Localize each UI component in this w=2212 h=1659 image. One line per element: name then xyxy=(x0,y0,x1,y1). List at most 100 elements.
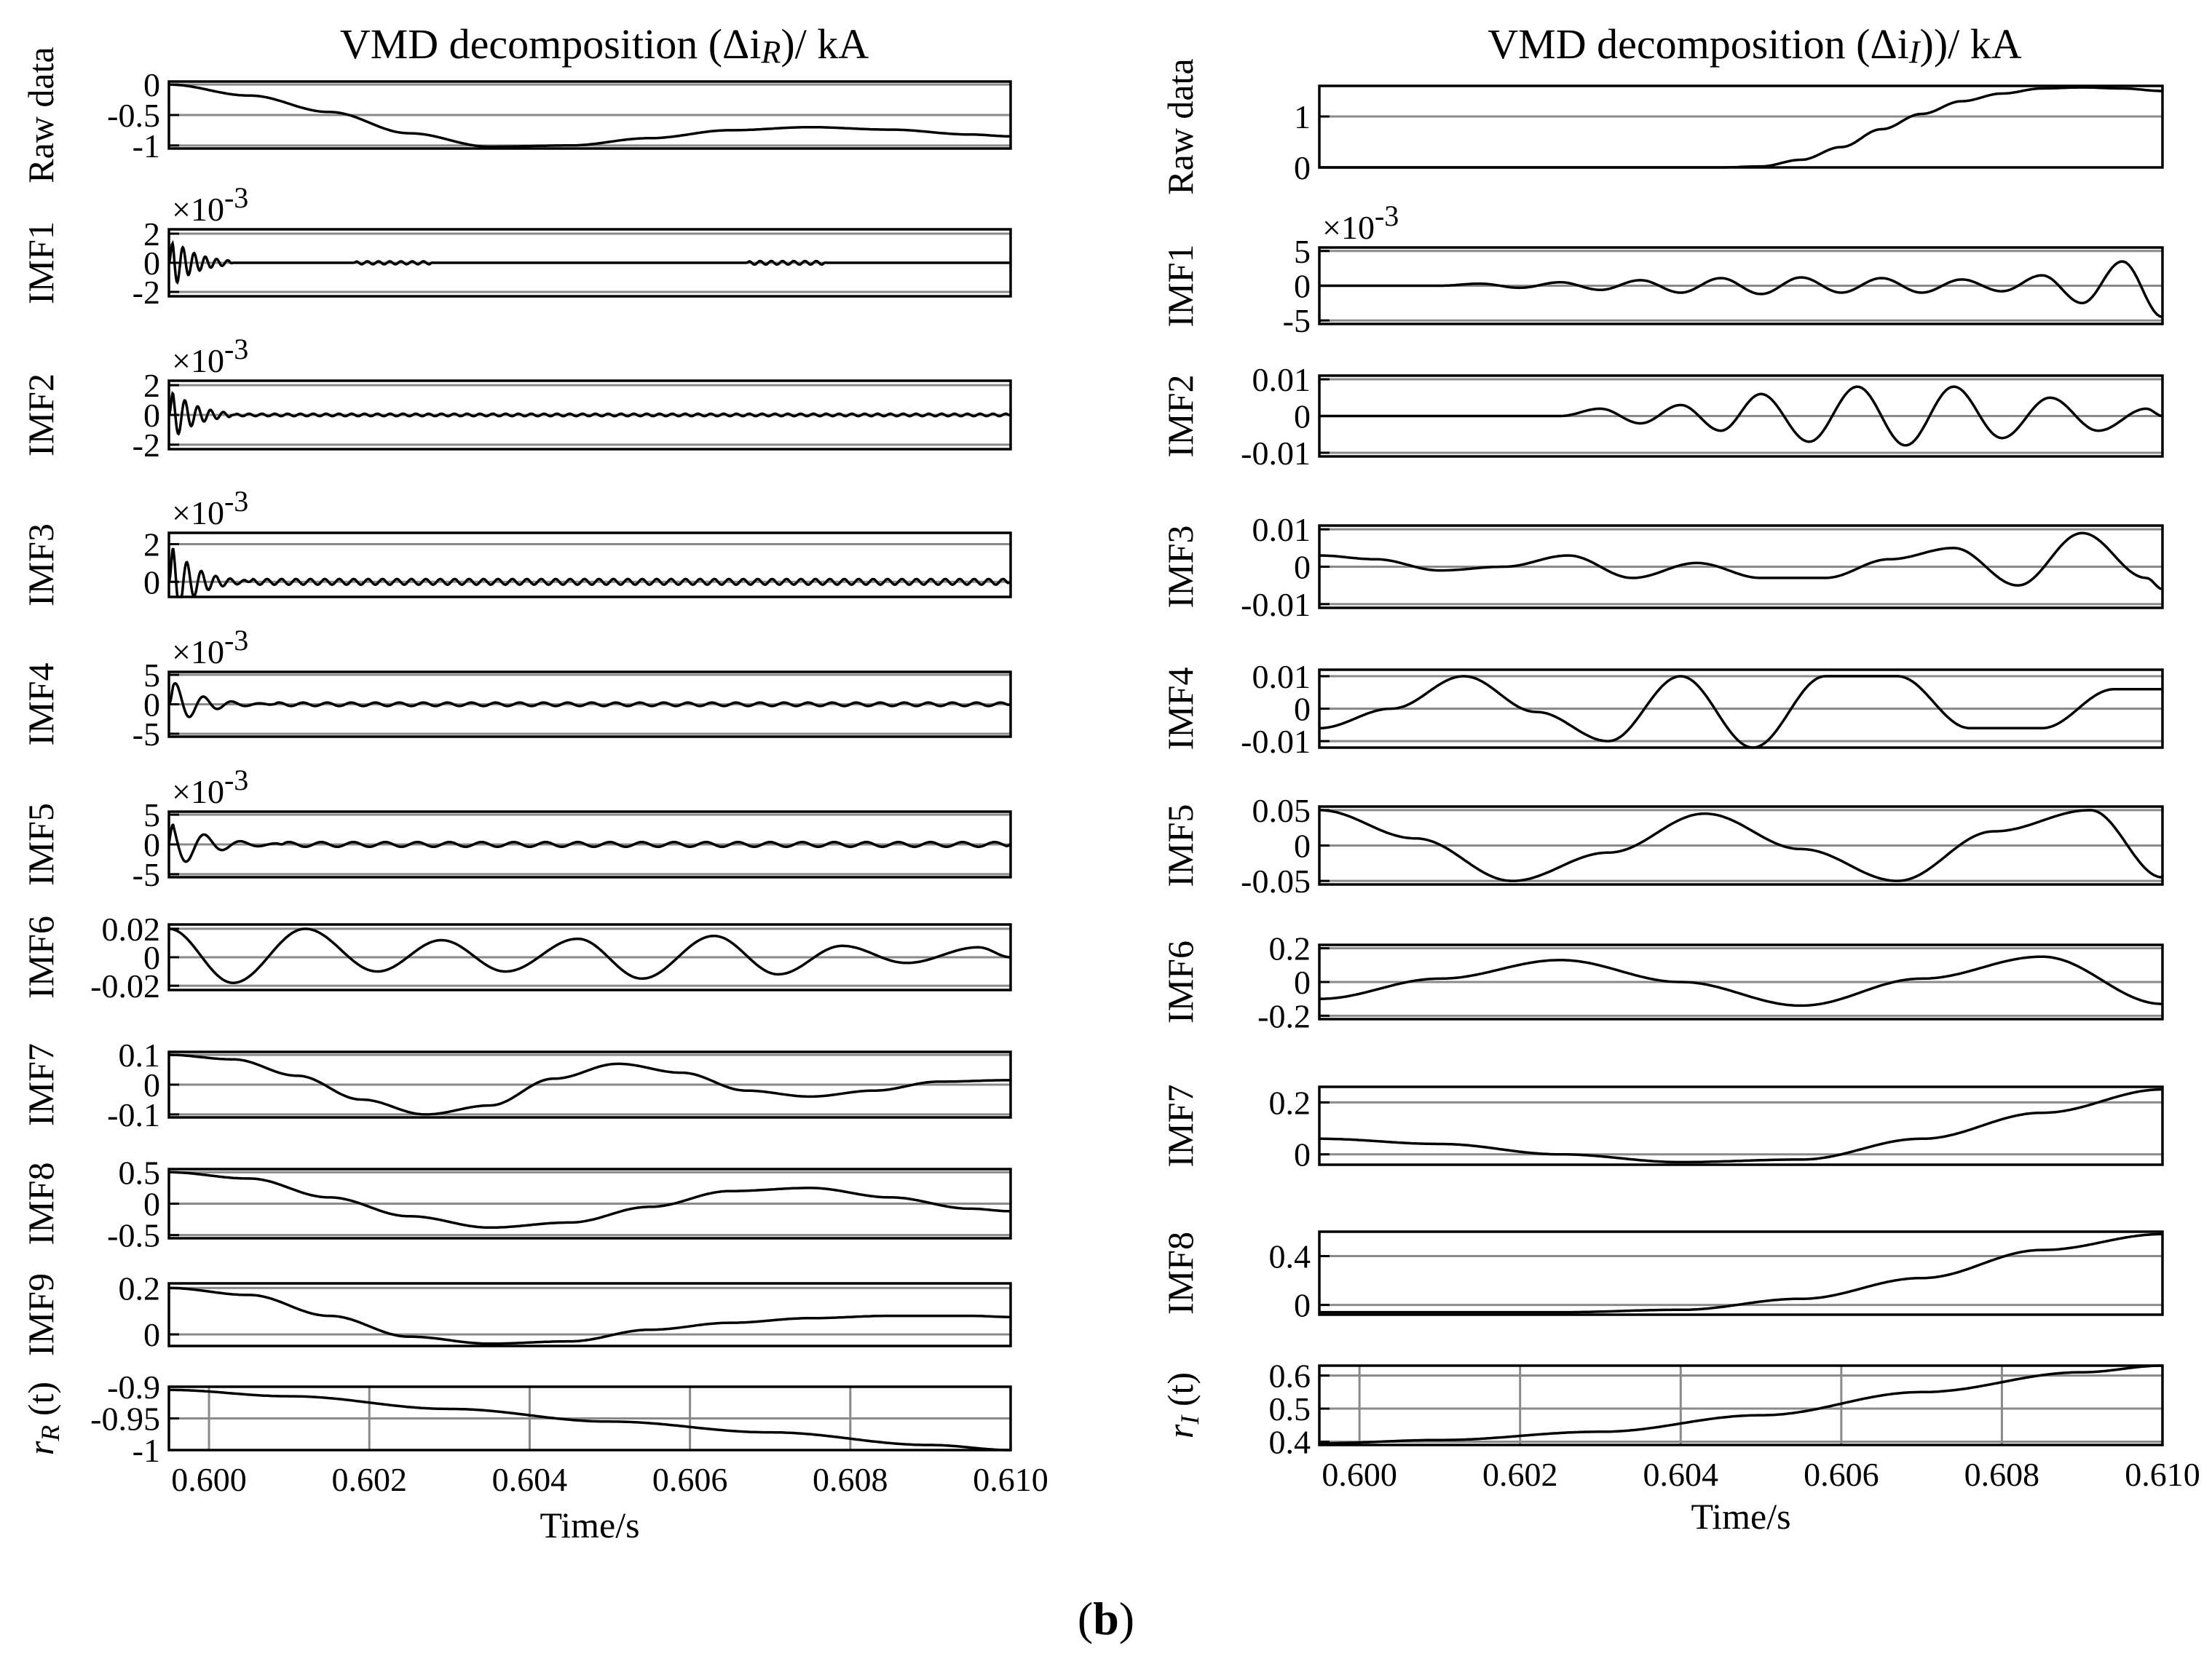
x-tick-label: 0.604 xyxy=(492,1461,568,1498)
y-axis-label: IMF5 xyxy=(1160,804,1201,887)
panel-residual: 0.60.50.4 rI (t) 0.600 0.602 0.604 0.606 0.608… xyxy=(1160,1358,2200,1537)
y-tick-label: -5 xyxy=(133,856,160,893)
y-axis-label: IMF4 xyxy=(20,663,61,746)
series-line xyxy=(169,1053,1011,1116)
x-tick-label: 0.600 xyxy=(1322,1456,1397,1493)
y-tick-label: 0.2 xyxy=(119,1270,161,1307)
x-tick-label: 0.602 xyxy=(331,1461,407,1498)
y-tick-label: 2 xyxy=(143,526,160,563)
series-line xyxy=(1319,385,2163,447)
x-axis-label: Time/s xyxy=(1691,1496,1790,1537)
y-tick-label: -0.2 xyxy=(1257,997,1311,1034)
y-tick-label: -2 xyxy=(133,274,160,311)
y-tick-label: 2 xyxy=(143,215,160,253)
x-tick-label: 0.600 xyxy=(171,1461,247,1498)
panel-imf4: 0.010-0.01 IMF4 xyxy=(1160,658,2164,760)
series-line xyxy=(1319,1364,2162,1445)
y-axis-label: IMF2 xyxy=(20,373,61,456)
x-tick-label: 0.604 xyxy=(1643,1456,1719,1493)
y-tick-label: 0.6 xyxy=(1269,1358,1311,1395)
panel-imf2: 0.010-0.01 IMF2 xyxy=(1160,361,2164,472)
panel-imf1: 20-2 ×10-3 IMF1 xyxy=(20,181,1012,311)
y-axis-label: IMF3 xyxy=(1160,526,1201,609)
y-tick-label: 5 xyxy=(143,657,160,694)
y-tick-label: 0 xyxy=(143,245,160,282)
panel-imf8: 0.50-0.5 IMF8 xyxy=(20,1154,1012,1254)
y-tick-label: 0.02 xyxy=(102,911,161,948)
x-tick-label: 0.610 xyxy=(973,1461,1048,1498)
y-tick-label: -0.01 xyxy=(1241,586,1311,623)
y-tick-label: 0 xyxy=(143,563,160,601)
x-tick-label: 0.606 xyxy=(1804,1456,1879,1493)
panel-raw-data: 0-0.5-1 Raw data xyxy=(20,47,1012,183)
x-tick-label: 0.606 xyxy=(652,1461,728,1498)
y-tick-label: 0.4 xyxy=(1269,1423,1311,1460)
axes-box xyxy=(167,1282,1012,1347)
y-axis-label: IMF8 xyxy=(20,1163,61,1246)
y-tick-label: -0.95 xyxy=(90,1401,160,1438)
y-tick-label: 2 xyxy=(143,367,160,404)
y-tick-label: 0 xyxy=(143,826,160,863)
series-line xyxy=(1319,1088,2162,1164)
series-line xyxy=(167,391,1011,436)
series-line xyxy=(168,1388,1011,1452)
y-tick-label: -0.1 xyxy=(107,1096,160,1133)
x-axis-label: Time/s xyxy=(540,1505,639,1545)
series-line xyxy=(1319,1232,2162,1314)
x-tick-label: 0.602 xyxy=(1482,1456,1558,1493)
y-axis-label: rR (t) xyxy=(20,1382,65,1455)
y-tick-label: -0.01 xyxy=(1241,435,1311,472)
y-axis-label: IMF4 xyxy=(1160,668,1201,751)
y-multiplier: ×10-3 xyxy=(172,485,248,531)
y-tick-label: 0 xyxy=(1294,398,1311,435)
chart-title: VMD decomposition (ΔiR)/ kA xyxy=(340,20,869,70)
y-tick-label: -0.9 xyxy=(107,1369,160,1406)
y-axis-label: IMF7 xyxy=(20,1043,61,1126)
panel-imf3: 0.010-0.01 IMF3 xyxy=(1160,511,2164,623)
y-tick-label: 0.01 xyxy=(1252,361,1311,398)
axes-box xyxy=(1318,84,2164,169)
x-tick-label: 0.608 xyxy=(1964,1456,2040,1493)
y-tick-label: 1 xyxy=(1294,98,1311,135)
y-tick-label: 0 xyxy=(1294,268,1311,305)
y-tick-label: 0 xyxy=(143,66,160,103)
y-axis-label: IMF6 xyxy=(1160,941,1201,1023)
y-axis-label: IMF5 xyxy=(20,803,61,886)
y-axis-label: rI (t) xyxy=(1160,1372,1204,1438)
panel-imf5: 50-5 ×10-3 IMF5 xyxy=(20,764,1012,893)
y-tick-label: -5 xyxy=(133,716,160,753)
y-tick-label: 5 xyxy=(143,796,160,834)
y-tick-label: 0.1 xyxy=(119,1037,161,1074)
y-axis-label: Raw data xyxy=(20,47,61,183)
panel-imf1: 50-5 ×10-3 IMF1 xyxy=(1160,199,2164,339)
y-axis-label: IMF1 xyxy=(20,221,61,304)
y-tick-label: -0.01 xyxy=(1241,723,1311,760)
y-tick-label: 0 xyxy=(1294,964,1311,1001)
y-axis-label: IMF2 xyxy=(1160,375,1201,458)
panel-imf3: 20 ×10-3 IMF3 xyxy=(20,485,1012,606)
panel-imf9: 0.2 0 IMF9 xyxy=(20,1270,1012,1356)
panel-imf6: 0.020-0.02 IMF6 xyxy=(20,911,1012,1005)
y-tick-label: 0 xyxy=(1294,149,1311,186)
y-tick-label: -0.5 xyxy=(107,97,160,134)
chart-title: VMD decomposition (ΔiI))/ kA xyxy=(1488,20,2021,70)
y-tick-label: -0.5 xyxy=(107,1217,160,1254)
y-tick-label: 0.2 xyxy=(1269,930,1311,967)
y-tick-label: 0 xyxy=(143,1066,160,1104)
y-multiplier: ×10-3 xyxy=(172,181,248,228)
series-line xyxy=(168,927,1011,984)
y-tick-label: 0 xyxy=(143,397,160,434)
y-tick-label: 0 xyxy=(1294,1287,1311,1324)
series-line xyxy=(167,239,1011,285)
series-line xyxy=(1319,86,2162,169)
panel-imf4: 50-5 ×10-3 IMF4 xyxy=(20,624,1012,753)
y-tick-label: -5 xyxy=(1283,302,1311,339)
panel-imf7: 0.2 0 IMF7 xyxy=(1160,1084,2164,1173)
series-line xyxy=(167,823,1011,863)
series-line xyxy=(169,83,1011,149)
y-tick-label: 0.5 xyxy=(119,1154,161,1191)
series-line xyxy=(167,682,1011,718)
